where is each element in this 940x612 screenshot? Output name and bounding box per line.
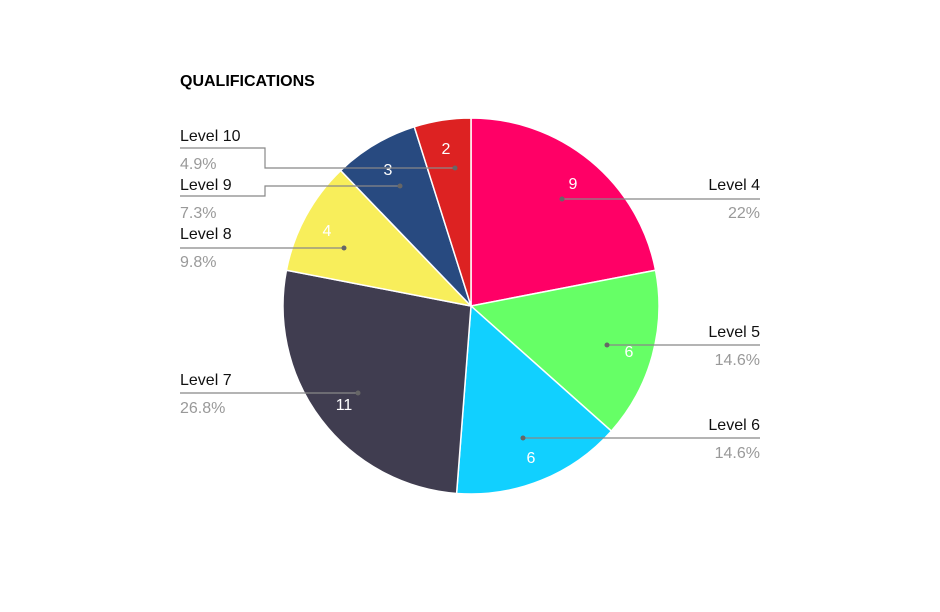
slice-value-label: 4	[323, 223, 332, 240]
slice-value-label: 3	[384, 162, 393, 179]
leader-dot-level-4	[559, 196, 565, 202]
pie-slice-level-10	[413, 117, 472, 307]
pie-slice-level-4	[470, 117, 657, 307]
slice-percent-label: 4.9%	[180, 156, 216, 173]
pie-slice-level-6	[455, 304, 613, 495]
slice-value-label: 2	[442, 141, 451, 158]
slice-name-label: Level 9	[180, 177, 232, 194]
slice-percent-label: 14.6%	[715, 352, 760, 369]
slice-value-label: 6	[527, 450, 536, 467]
slice-name-label: Level 7	[180, 372, 232, 389]
leader-line-level-10	[180, 147, 455, 169]
slice-percent-label: 9.8%	[180, 254, 216, 271]
pie-slice-level-8	[285, 169, 474, 308]
slice-percent-label: 14.6%	[715, 445, 760, 462]
leader-dot-level-10	[452, 165, 458, 171]
slice-name-label: Level 5	[708, 324, 760, 341]
slice-value-label: 9	[569, 176, 578, 193]
leader-dot-level-5	[604, 342, 610, 348]
leader-dot-level-8	[341, 245, 347, 251]
slice-name-label: Level 6	[708, 417, 760, 434]
slice-percent-label: 22%	[728, 205, 760, 222]
chart-title: QUALIFICATIONS	[180, 73, 315, 90]
slice-percent-label: 7.3%	[180, 205, 216, 222]
leader-line-level-9	[180, 185, 400, 197]
leader-dot-level-9	[397, 183, 403, 189]
slice-name-label: Level 10	[180, 128, 241, 145]
leader-dot-level-6	[520, 435, 526, 441]
leader-dot-level-7	[355, 390, 361, 396]
slice-value-label: 6	[625, 344, 634, 361]
pie-slice-level-7	[282, 269, 472, 495]
slice-name-label: Level 8	[180, 226, 232, 243]
pie-slice-level-5	[469, 269, 660, 433]
slice-name-label: Level 4	[708, 177, 760, 194]
slice-value-label: 11	[336, 397, 353, 414]
slice-percent-label: 26.8%	[180, 400, 225, 417]
